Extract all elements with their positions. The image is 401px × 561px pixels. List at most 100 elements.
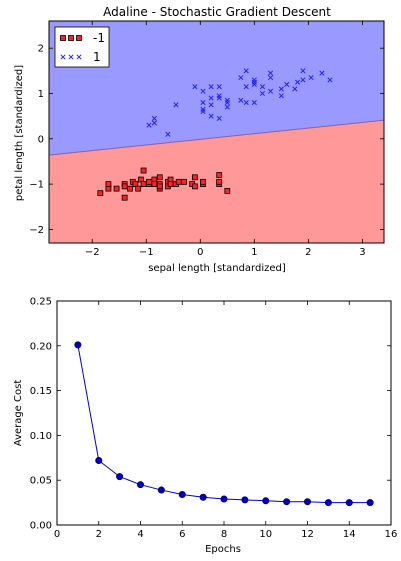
y-tick-label: 0 — [38, 134, 44, 145]
x-tick-label: 6 — [179, 529, 185, 540]
legend-x — [68, 54, 74, 60]
data-point-neg — [97, 190, 104, 197]
data-point-pos — [146, 122, 152, 128]
x-tick-label: 14 — [343, 529, 356, 540]
x-stroke — [216, 95, 222, 101]
y-tick-label: −2 — [29, 225, 44, 236]
data-point-neg — [135, 185, 142, 192]
cost-point — [74, 341, 82, 349]
data-point-pos — [238, 75, 244, 81]
y-tick-label: 0.25 — [30, 297, 52, 308]
y-tick-label: 2 — [38, 44, 44, 55]
cost-point — [283, 498, 291, 506]
legend-square — [68, 35, 74, 41]
x-stroke — [292, 86, 298, 92]
cost-point — [199, 493, 207, 501]
data-point-pos — [251, 99, 257, 106]
data-point-pos — [259, 84, 265, 90]
plot-frame — [48, 20, 385, 244]
cost-point — [303, 498, 311, 506]
data-point-neg — [216, 172, 223, 178]
legend-square — [60, 35, 66, 41]
x-stroke — [300, 77, 306, 83]
legend-square — [76, 35, 82, 41]
x-tick-label: −2 — [85, 247, 100, 258]
x-stroke — [151, 115, 157, 121]
plot-area: 0 2 4 6 8 10 12 14 16 0.00 0.05 0.10 0.15 0.20 0.25 — [30, 297, 398, 541]
data-point-pos — [243, 84, 249, 90]
y-axis-label: petal length [standardized] — [14, 65, 25, 201]
x-tick-label: −1 — [139, 247, 154, 258]
data-point-neg — [156, 174, 163, 181]
data-point-neg — [113, 185, 120, 192]
data-point-neg — [216, 178, 223, 185]
legend-marker-neg — [60, 35, 82, 41]
data-point-neg — [167, 181, 174, 188]
x-tick-label: 10 — [259, 529, 272, 540]
data-point-pos — [208, 102, 214, 108]
cost-point — [345, 499, 353, 507]
cost-chart: 0 2 4 6 8 10 12 14 16 0.00 0.05 0.10 0.15 0.20 0.25 Ep… — [13, 297, 397, 556]
x-stroke — [259, 90, 265, 97]
data-point-pos — [327, 77, 333, 83]
x-stroke — [200, 88, 206, 94]
data-point-neg — [175, 178, 182, 185]
x-tick-label: 2 — [305, 247, 311, 258]
data-point-pos — [259, 90, 265, 97]
x-stroke — [267, 70, 274, 76]
x-stroke — [259, 84, 265, 90]
x-tick-label: 4 — [137, 529, 143, 540]
data-point-pos — [216, 115, 222, 121]
x-stroke — [216, 84, 222, 90]
x-stroke — [243, 68, 249, 74]
y-tick-label: 1 — [38, 89, 44, 100]
x-stroke — [224, 97, 230, 103]
x-stroke — [216, 115, 222, 121]
y-tick-label: 0.15 — [30, 386, 52, 397]
data-point-pos — [300, 77, 306, 83]
x-stroke — [251, 99, 257, 106]
x-stroke — [278, 93, 284, 99]
x-stroke — [208, 102, 214, 108]
x-stroke — [327, 77, 333, 83]
data-point-pos — [243, 99, 249, 106]
data-point-pos — [208, 84, 214, 90]
data-point-pos — [216, 95, 222, 101]
cost-point — [137, 481, 145, 489]
data-point-pos — [243, 68, 249, 74]
data-point-pos — [284, 81, 290, 87]
cost-point — [366, 499, 374, 507]
data-point-pos — [319, 70, 325, 76]
x-stroke — [267, 88, 274, 94]
data-point-neg — [121, 194, 128, 201]
x-stroke — [251, 79, 257, 85]
cost-point — [157, 486, 165, 494]
data-point-neg — [191, 174, 198, 181]
data-point-neg — [140, 181, 147, 188]
data-point-pos — [267, 70, 274, 76]
decision-boundary — [48, 119, 385, 156]
x-stroke — [300, 68, 306, 74]
data-point-neg — [191, 183, 198, 190]
x-stroke — [165, 131, 171, 137]
data-point-pos — [278, 93, 284, 99]
data-point-pos — [308, 75, 314, 81]
cost-point — [95, 456, 103, 464]
x-stroke — [76, 54, 82, 60]
legend-x — [60, 54, 66, 60]
x-stroke — [68, 54, 74, 60]
y-tick-label: 0.10 — [30, 431, 52, 442]
x-stroke — [200, 99, 206, 106]
x-stroke — [243, 99, 249, 106]
region-positive — [49, 21, 384, 156]
decision-region-chart: Adaline - Stochastic Gradient Descent −2… — [14, 5, 385, 274]
legend-marker-pos — [60, 54, 82, 60]
data-point-neg — [200, 178, 206, 185]
data-point-neg — [156, 183, 163, 190]
x-stroke — [173, 102, 179, 108]
data-point-neg — [181, 178, 187, 185]
data-point-neg — [224, 187, 231, 194]
legend-label-pos: 1 — [93, 50, 101, 64]
plot-area: −2 −1 0 1 2 3 −2 −1 0 1 2 — [29, 20, 385, 258]
